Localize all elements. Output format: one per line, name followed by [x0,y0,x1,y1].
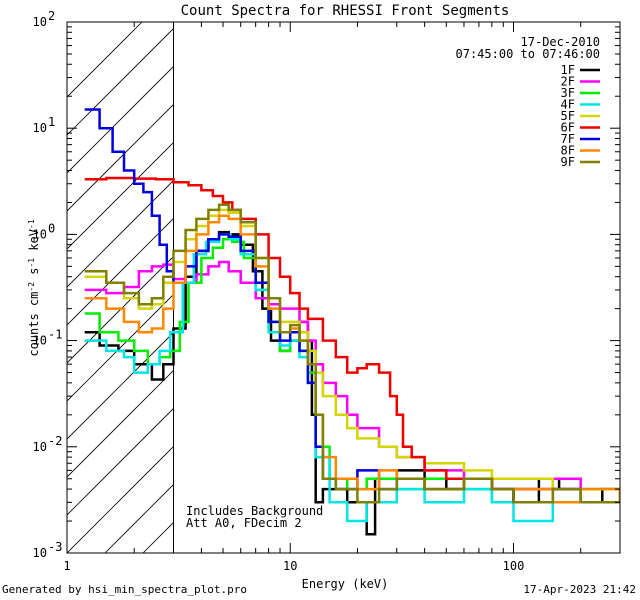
hatch-line [409,22,640,553]
hatch-line [67,217,174,326]
legend-label: 8F [561,144,575,158]
legend-label: 2F [561,75,575,89]
excluded-energy-hatch [67,22,640,553]
legend-label: 5F [561,109,575,123]
y-tick-label: 10 [33,121,47,135]
hatch-line [447,22,640,553]
plot-frame [66,21,621,554]
series-line-3F [84,238,620,504]
hatch-line [67,331,174,440]
hatch-line [295,22,640,553]
series-line-9F [84,203,620,504]
series-line-7F [84,108,620,504]
hatch-line [67,179,174,288]
observation-time-range: 07:45:00 to 07:46:00 [456,47,601,61]
y-axis-label: counts cm-2 s-1 keV-1 [27,219,42,356]
annotation-background: Includes Background [186,504,323,518]
series-group [84,108,620,536]
hatch-line [67,369,174,478]
legend-label: 4F [561,98,575,112]
observation-date: 17-Dec-2010 [521,35,600,49]
y-tick-exponent: 0 [48,221,55,235]
x-tick-label: 1 [63,559,70,573]
legend-label: 9F [561,155,575,169]
x-axis-label: Energy (keV) [302,577,389,591]
y-tick-label: 10 [33,15,47,29]
hatch-line [523,22,640,553]
y-tick-label: 10 [33,546,47,560]
legend-label: 7F [561,132,575,146]
legend-label: 3F [561,86,575,100]
hatch-line [67,65,174,174]
y-tick-exponent: 2 [48,9,55,23]
annotation-attenuator: Att A0, FDecim 2 [186,516,302,530]
hatch-line [67,255,174,364]
y-tick-label: 10 [33,334,47,348]
series-line-8F [84,214,620,504]
x-tick-label: 100 [503,559,525,573]
y-tick-exponent: -3 [48,540,62,554]
y-tick-exponent: -2 [48,434,62,448]
series-line-6F [84,176,620,504]
hatch-line [219,22,640,553]
y-tick-label: 10 [33,440,47,454]
legend-label: 6F [561,121,575,135]
series-line-2F [84,260,620,503]
generated-by-note: Generated by hsi_min_spectra_plot.pro [2,583,248,596]
hatch-line [67,445,174,553]
y-tick-exponent: -1 [48,328,62,342]
legend-label: 1F [561,63,575,77]
footer-timestamp: 17-Apr-2023 21:42 [523,583,636,596]
axis-ticks [66,21,621,554]
hatch-line [67,407,174,516]
y-tick-label: 10 [33,227,47,241]
y-tick-exponent: 1 [48,115,55,129]
chart-title: Count Spectra for RHESSI Front Segments [181,3,510,19]
x-tick-label: 10 [283,559,297,573]
hatch-line [67,103,174,212]
hatch-line [371,22,640,553]
